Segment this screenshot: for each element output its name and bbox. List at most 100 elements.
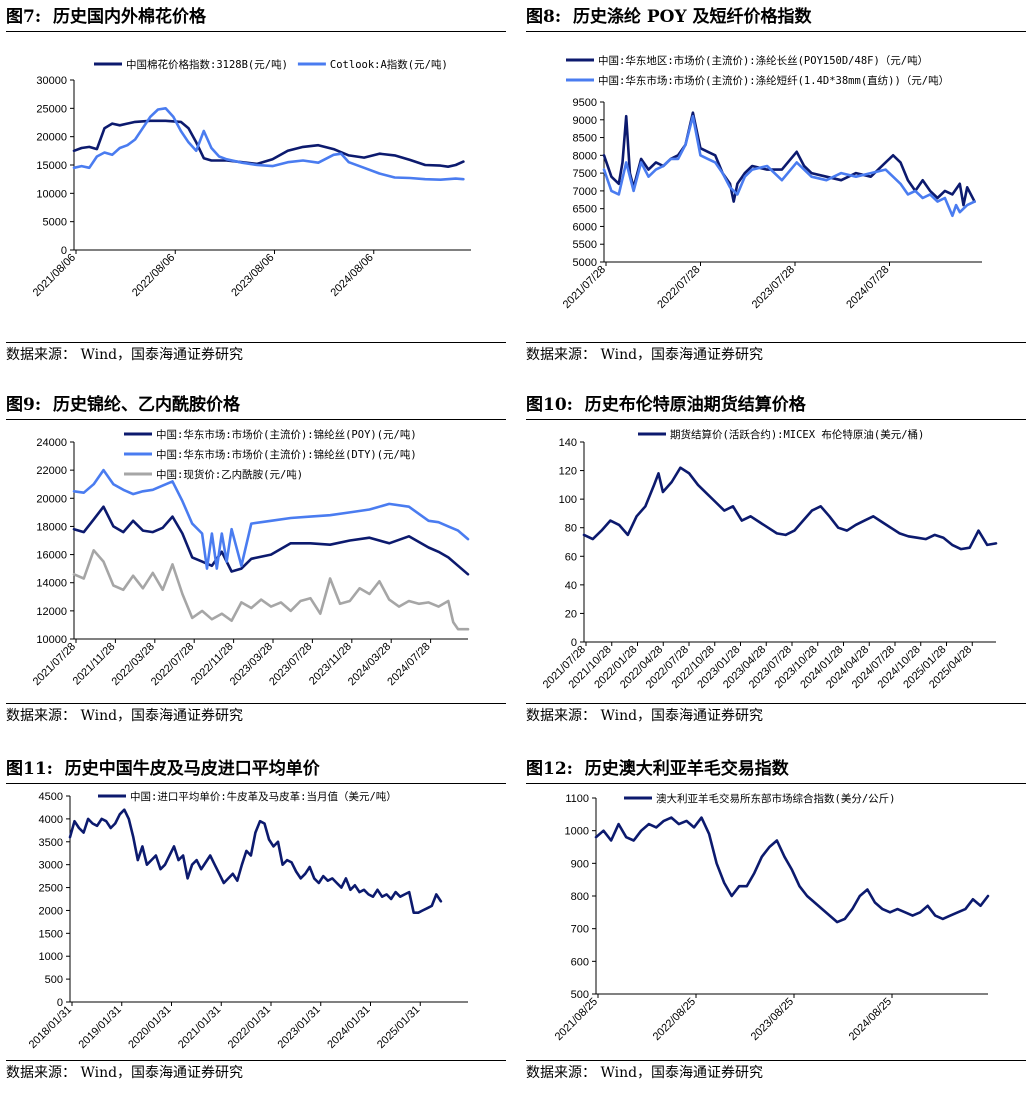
line-chart: 10000 12000 14000 16000 18000 20000 22000 24000… <box>31 428 470 688</box>
legend-label: 中国:进口平均单价:牛皮革及马皮革:当月值（美元/吨） <box>130 790 397 803</box>
series-line-1 <box>602 111 976 207</box>
figure-caption: 历史国内外棉花价格 <box>52 7 206 27</box>
legend-label: 中国:华东地区:市场价(主流价):涤纶长丝(POY150D/48F)（元/吨） <box>598 54 928 67</box>
data-source: 数据来源： Wind，国泰海通证券研究 <box>6 1065 244 1081</box>
line-chart: 0 5000 10000 15000 20000 25000 30000 2021/08/06… <box>31 58 471 299</box>
y-tick-label: 500 <box>571 989 589 1001</box>
y-tick-label: 18000 <box>36 521 67 533</box>
y-tick-label: 2000 <box>39 905 63 917</box>
y-tick-label: 1000 <box>39 951 63 963</box>
line-chart: 0204060801001201402021/07/282021/10/2820… <box>541 428 998 691</box>
y-tick-label: 140 <box>559 437 577 449</box>
y-tick-label: 5000 <box>43 217 67 229</box>
y-tick-label: 1000 <box>565 826 589 838</box>
y-tick-label: 6500 <box>573 204 597 216</box>
series-line-2 <box>72 468 470 570</box>
y-tick-label: 2500 <box>39 883 63 895</box>
y-tick-label: 0 <box>571 637 577 649</box>
chart-panel-fig8: 图8: 历史涤纶 POY 及短纤价格指数 5000 5500 6000 6500 700… <box>526 4 1026 366</box>
legend-label: 中国:现货价:乙内酰胺(元/吨) <box>156 468 303 481</box>
figure-number: 图11: <box>6 759 53 779</box>
series-line-3 <box>72 549 470 631</box>
y-tick-label: 1500 <box>39 928 63 940</box>
y-tick-label: 4000 <box>39 814 63 826</box>
x-tick-label: 2024/01/31 <box>325 1004 372 1051</box>
x-tick-label: 2022/01/31 <box>226 1004 273 1051</box>
x-tick-label: 2021/08/25 <box>553 996 600 1043</box>
line-chart: 500 600 700 800 900 1000 1100 2021/08/25 2022/08… <box>553 792 990 1043</box>
chart-title: 图8: 历史涤纶 POY 及短纤价格指数 <box>526 4 812 30</box>
y-tick-label: 3000 <box>39 860 63 872</box>
chart-title: 图11: 历史中国牛皮及马皮进口平均单价 <box>6 756 320 782</box>
legend-label: 中国:华东市场:市场价(主流价):涤纶短纤(1.4D*38mm(直纺))（元/吨… <box>598 74 949 87</box>
y-tick-label: 1100 <box>565 793 589 805</box>
source-rule <box>526 1060 1026 1061</box>
chart-title: 图7: 历史国内外棉花价格 <box>6 4 206 30</box>
y-tick-label: 3500 <box>39 837 63 849</box>
series-line-1 <box>72 505 470 576</box>
y-tick-label: 22000 <box>36 465 67 477</box>
y-tick-label: 0 <box>61 245 67 257</box>
chart-panel-fig12: 图12: 历史澳大利亚羊毛交易指数 500 600 700 800 900 1000 110… <box>526 756 1026 1118</box>
series-line-2 <box>602 114 976 218</box>
x-tick-label: 2023/07/28 <box>750 264 797 311</box>
x-tick-label: 2023/01/31 <box>275 1004 322 1051</box>
y-tick-label: 40 <box>565 580 577 592</box>
chart-title: 图12: 历史澳大利亚羊毛交易指数 <box>526 756 789 782</box>
y-tick-label: 8500 <box>573 133 597 145</box>
chart-panel-fig11: 图11: 历史中国牛皮及马皮进口平均单价 0 500 1000 1500 2000 250… <box>6 756 506 1118</box>
x-tick-label: 2022/07/28 <box>655 264 702 311</box>
y-tick-label: 120 <box>559 466 577 478</box>
chart-panel-fig10: 图10: 历史布伦特原油期货结算价格 0 20 40 60 80 100 120 140 202… <box>526 392 1026 754</box>
figure-caption: 历史涤纶 POY 及短纤价格指数 <box>572 7 812 27</box>
y-tick-label: 600 <box>571 956 589 968</box>
figure-number: 图8: <box>526 7 562 27</box>
y-tick-label: 14000 <box>36 578 67 590</box>
x-tick-label: 2025/01/31 <box>375 1004 422 1051</box>
title-rule <box>526 31 1026 32</box>
x-tick-label: 2018/01/31 <box>27 1004 74 1051</box>
y-tick-label: 900 <box>571 858 589 870</box>
title-rule <box>526 783 1026 784</box>
y-tick-label: 5500 <box>573 239 597 251</box>
legend-label: 中国棉花价格指数:3128B(元/吨) <box>126 58 288 71</box>
series-line-1 <box>72 119 465 168</box>
y-tick-label: 100 <box>559 494 577 506</box>
y-tick-label: 10000 <box>36 634 67 646</box>
y-tick-label: 8000 <box>573 150 597 162</box>
x-tick-label: 2022/08/25 <box>651 996 698 1043</box>
title-rule <box>526 419 1026 420</box>
x-tick-label: 2024/08/25 <box>847 996 894 1043</box>
source-rule <box>526 342 1026 343</box>
x-tick-label: 2022/08/06 <box>130 252 177 299</box>
chart-title: 图9: 历史锦纶、乙内酰胺价格 <box>6 392 240 418</box>
line-chart: 5000 5500 6000 6500 7000 7500 8000 8500 9000 9500… <box>561 54 982 311</box>
figure-caption: 历史中国牛皮及马皮进口平均单价 <box>64 759 320 779</box>
chart-panel-fig9: 图9: 历史锦纶、乙内酰胺价格 10000 12000 14000 16000 1800… <box>6 392 506 754</box>
title-rule <box>6 783 506 784</box>
y-tick-label: 500 <box>45 974 63 986</box>
y-tick-label: 12000 <box>36 606 67 618</box>
x-tick-label: 2021/07/28 <box>31 641 78 688</box>
legend-label: 澳大利亚羊毛交易所东部市场综合指数(美分/公斤) <box>656 792 895 805</box>
y-tick-label: 9500 <box>573 97 597 109</box>
legend-label: 期货结算价(活跃合约):MICEX 布伦特原油(美元/桶) <box>670 428 924 441</box>
x-tick-label: 2020/01/31 <box>126 1004 173 1051</box>
figure-number: 图10: <box>526 395 573 415</box>
y-tick-label: 60 <box>565 551 577 563</box>
y-tick-label: 800 <box>571 891 589 903</box>
data-source: 数据来源： Wind，国泰海通证券研究 <box>526 708 764 724</box>
y-tick-label: 7000 <box>573 186 597 198</box>
data-source: 数据来源： Wind，国泰海通证券研究 <box>6 347 244 363</box>
y-tick-label: 30000 <box>36 75 67 87</box>
x-tick-label: 2023/07/28 <box>267 641 314 688</box>
y-tick-label: 25000 <box>36 103 67 115</box>
x-tick-label: 2024/07/28 <box>385 641 432 688</box>
y-tick-label: 9000 <box>573 115 597 127</box>
x-tick-label: 2023/08/06 <box>229 252 276 299</box>
y-tick-label: 15000 <box>36 160 67 172</box>
series-line-1 <box>68 808 443 914</box>
y-tick-label: 6000 <box>573 221 597 233</box>
figure-number: 图7: <box>6 7 42 27</box>
line-chart: 0 500 1000 1500 2000 2500 3000 3500 4000 4500 2018… <box>27 790 468 1051</box>
